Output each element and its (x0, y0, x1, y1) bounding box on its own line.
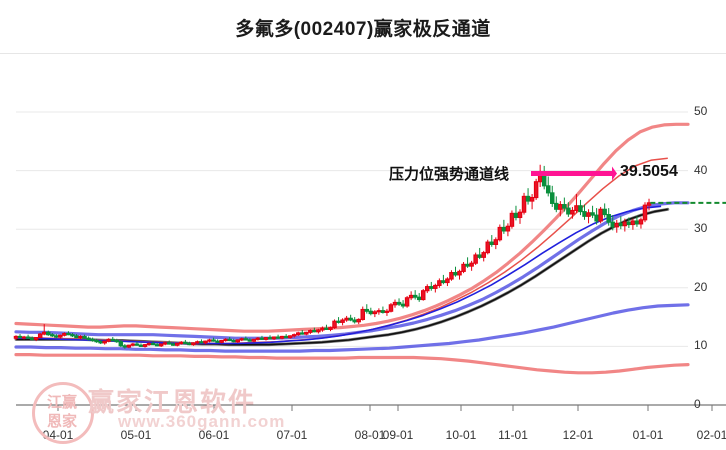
resistance-annotation-line (531, 166, 617, 181)
candlestick-series (13, 164, 652, 349)
channel-bands (14, 122, 690, 375)
resistance-annotation-label: 压力位强势通道线 (389, 166, 510, 184)
x-axis-tick-label: 02-01 (696, 428, 726, 442)
x-axis-tick-label: 12-01 (562, 428, 594, 442)
x-axis-tick-label: 01-01 (632, 428, 664, 442)
y-axis-tick-label: 30 (694, 221, 708, 236)
x-axis-tick-label: 07-01 (276, 428, 308, 442)
x-axis-tick-label: 04-01 (42, 428, 74, 442)
grid-lines (16, 111, 688, 406)
header-divider (0, 53, 726, 54)
moving-average-lines (15, 157, 668, 346)
y-axis-tick-label: 0 (694, 397, 701, 411)
resistance-annotation-value: 39.5054 (620, 163, 678, 181)
x-axis-tick-label: 11-01 (498, 428, 528, 442)
page-title: 多氟多(002407)赢家极反通道 (235, 19, 491, 40)
x-axis-tick-label: 08-01 (354, 428, 386, 442)
x-axis-tick-label: 05-01 (120, 428, 152, 442)
y-axis-tick-label: 50 (694, 104, 708, 118)
x-axis-tick-label: 09-01 (382, 428, 414, 442)
y-axis-tick-label: 20 (694, 279, 708, 294)
axis-lines (16, 404, 726, 411)
x-axis-tick-label: 06-01 (198, 428, 230, 442)
y-axis-tick-label: 10 (694, 338, 708, 353)
x-axis-tick-label: 10-01 (445, 428, 477, 442)
y-axis-tick-label: 40 (694, 162, 708, 177)
